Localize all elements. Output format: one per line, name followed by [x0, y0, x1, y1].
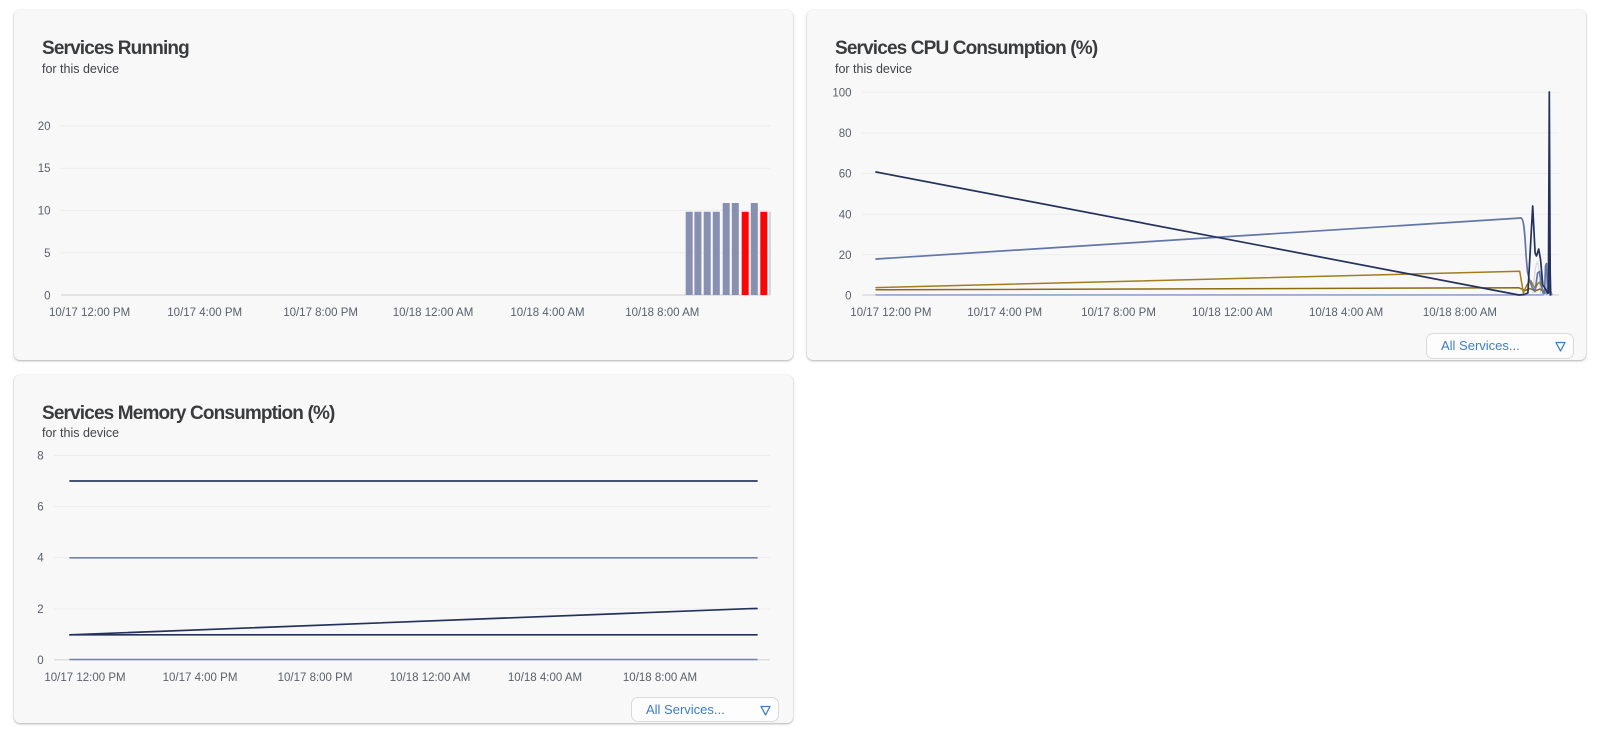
svg-text:6: 6	[37, 502, 43, 514]
svg-text:80: 80	[839, 128, 852, 140]
svg-text:10/18 12:00 AM: 10/18 12:00 AM	[1192, 307, 1273, 319]
svg-text:40: 40	[839, 209, 852, 221]
svg-text:15: 15	[38, 163, 51, 175]
svg-text:8: 8	[37, 451, 43, 463]
svg-text:10/18 4:00 AM: 10/18 4:00 AM	[508, 672, 582, 684]
svg-text:10/18 12:00 AM: 10/18 12:00 AM	[393, 307, 474, 319]
svg-text:10/17 12:00 PM: 10/17 12:00 PM	[49, 307, 130, 319]
svg-text:10/17 8:00 PM: 10/17 8:00 PM	[283, 307, 358, 319]
svg-text:10/18 12:00 AM: 10/18 12:00 AM	[390, 672, 471, 684]
svg-text:0: 0	[845, 290, 851, 302]
svg-text:5: 5	[44, 248, 50, 260]
svg-text:2: 2	[37, 604, 43, 616]
svg-text:0: 0	[37, 655, 43, 667]
svg-text:10: 10	[38, 206, 51, 218]
svg-text:10/17 4:00 PM: 10/17 4:00 PM	[163, 672, 238, 684]
svg-text:10/17 12:00 PM: 10/17 12:00 PM	[44, 672, 125, 684]
svg-text:100: 100	[832, 87, 851, 99]
svg-text:10/18 4:00 AM: 10/18 4:00 AM	[1309, 307, 1383, 319]
svg-text:10/17 4:00 PM: 10/17 4:00 PM	[167, 307, 242, 319]
svg-text:10/17 4:00 PM: 10/17 4:00 PM	[967, 307, 1042, 319]
svg-text:10/18 8:00 AM: 10/18 8:00 AM	[623, 672, 697, 684]
svg-text:60: 60	[839, 169, 852, 181]
svg-text:20: 20	[38, 121, 51, 133]
svg-text:20: 20	[839, 250, 852, 262]
svg-text:10/17 8:00 PM: 10/17 8:00 PM	[278, 672, 353, 684]
svg-text:4: 4	[37, 553, 44, 565]
svg-text:0: 0	[44, 290, 50, 302]
svg-text:10/17 8:00 PM: 10/17 8:00 PM	[1081, 307, 1156, 319]
svg-text:10/18 8:00 AM: 10/18 8:00 AM	[625, 307, 699, 319]
svg-text:10/18 8:00 AM: 10/18 8:00 AM	[1423, 307, 1497, 319]
svg-text:10/17 12:00 PM: 10/17 12:00 PM	[850, 307, 931, 319]
svg-text:10/18 4:00 AM: 10/18 4:00 AM	[510, 307, 584, 319]
